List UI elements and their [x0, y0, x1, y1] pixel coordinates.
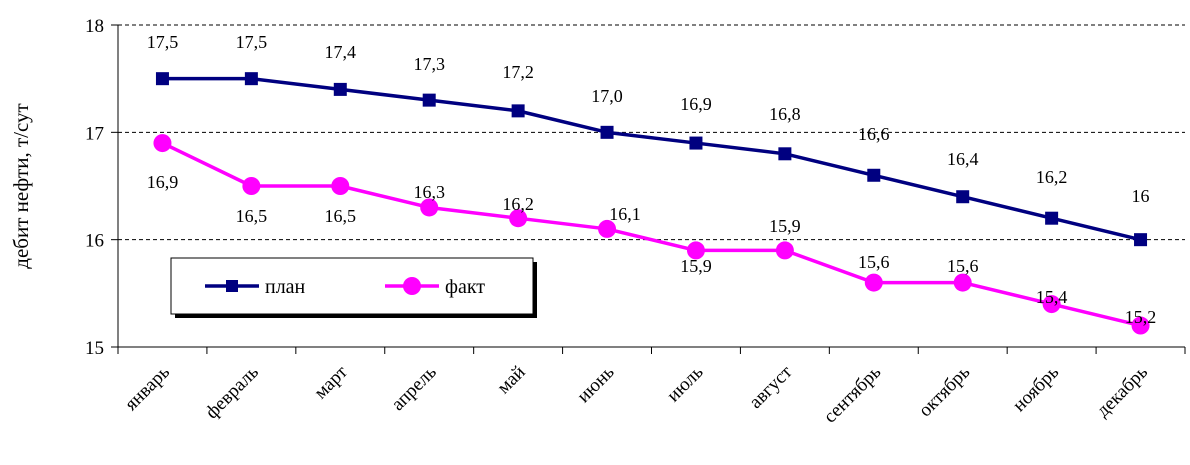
plan-marker — [422, 93, 436, 107]
x-tick-labels: январь февраль март апрель май июнь июль август… — [121, 361, 1153, 427]
plan-marker — [778, 147, 792, 161]
plan-marker — [333, 82, 347, 96]
plan-marker — [155, 72, 169, 86]
axes — [111, 24, 1186, 354]
fact-marker — [509, 209, 528, 228]
fact-marker — [153, 134, 172, 153]
x-tick-label: сентябрь — [820, 361, 886, 427]
fact-marker — [775, 241, 794, 260]
y-tick-label: 17 — [85, 123, 104, 144]
plan-marker — [867, 168, 881, 182]
gridlines — [118, 24, 1185, 241]
fact-data-label: 15,2 — [1125, 307, 1157, 327]
x-tick-label: октябрь — [915, 361, 975, 421]
series-line-1 — [161, 141, 1141, 328]
fact-marker — [331, 177, 350, 195]
plan-data-label: 17,4 — [325, 42, 357, 62]
fact-marker — [598, 219, 617, 238]
legend: план факт — [170, 257, 537, 318]
plan-marker — [956, 190, 970, 204]
x-tick-label: январь — [121, 361, 174, 414]
fact-marker — [242, 177, 261, 195]
x-tick-label: июль — [663, 361, 708, 406]
plan-marker — [511, 104, 525, 118]
plan-data-label: 17,3 — [413, 54, 445, 74]
plan-data-label: 16,2 — [1036, 167, 1068, 187]
plan-data-label: 16 — [1132, 186, 1150, 206]
fact-data-label: 15,9 — [680, 256, 712, 276]
plan-data-label: 17,5 — [147, 32, 179, 52]
data-labels: 17,5 17,5 17,4 17,3 17,2 17,0 16,9 16,8 16,6 16,4… — [147, 32, 1157, 327]
y-tick-label: 16 — [85, 231, 104, 252]
legend-plan-label: план — [265, 276, 306, 298]
x-tick-label: декабрь — [1092, 361, 1152, 421]
y-tick-labels: 15 16 17 18 — [85, 16, 104, 359]
plan-marker — [1045, 211, 1059, 225]
plan-data-label: 16,9 — [680, 94, 712, 114]
series-group — [153, 72, 1150, 335]
plan-data-label: 17,2 — [502, 62, 534, 82]
x-tick-label: февраль — [201, 361, 263, 423]
fact-marker — [686, 241, 705, 260]
fact-data-label: 16,5 — [236, 206, 268, 226]
fact-marker — [1131, 316, 1150, 335]
y-tick-label: 18 — [85, 16, 104, 37]
fact-data-label: 15,9 — [769, 216, 801, 236]
x-tick-label: июнь — [573, 361, 619, 407]
fact-data-label: 16,2 — [502, 194, 534, 214]
fact-marker — [420, 198, 439, 217]
fact-data-label: 15,4 — [1036, 287, 1068, 307]
plan-marker — [244, 72, 258, 86]
fact-data-label: 15,6 — [947, 256, 979, 276]
x-tick-label: май — [493, 362, 529, 398]
series-line-0 — [162, 76, 1141, 242]
fact-marker — [864, 273, 883, 292]
y-axis-title: дебит нефти, т/сут — [9, 103, 33, 268]
x-tick-label: ноябрь — [1009, 361, 1064, 416]
plan-data-label: 17,0 — [591, 86, 623, 106]
plan-data-label: 16,6 — [858, 124, 890, 144]
plan-data-label: 17,5 — [236, 32, 268, 52]
x-tick-label: август — [745, 361, 797, 413]
legend-fact-label: факт — [445, 276, 485, 298]
plan-data-label: 16,8 — [769, 104, 801, 124]
plan-marker — [1134, 233, 1148, 247]
fact-data-label: 16,3 — [413, 182, 445, 202]
fact-marker — [1042, 295, 1061, 314]
fact-marker — [953, 273, 972, 292]
plan-marker — [600, 125, 614, 139]
fact-data-label: 15,6 — [858, 252, 890, 272]
fact-data-label: 16,5 — [325, 206, 357, 226]
fact-data-label: 16,1 — [609, 204, 641, 224]
plan-marker — [689, 136, 703, 150]
plan-data-label: 16,4 — [947, 149, 979, 169]
fact-data-label: 16,9 — [147, 172, 179, 192]
x-tick-label: март — [310, 361, 352, 403]
legend-plan-marker — [226, 280, 238, 292]
legend-fact-marker — [403, 277, 421, 295]
x-tick-label: апрель — [387, 361, 441, 415]
y-tick-label: 15 — [85, 338, 104, 359]
